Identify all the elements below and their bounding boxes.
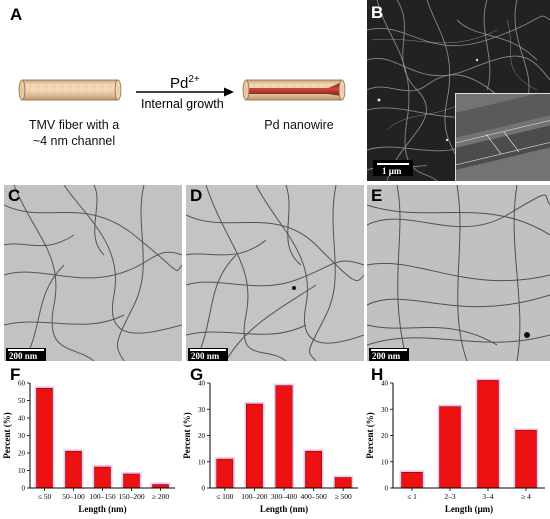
- y-tick-label: 20: [18, 450, 26, 458]
- y-tick-label: 0: [385, 485, 389, 493]
- reagent-symbol: Pd: [170, 75, 189, 92]
- panel-label-c: C: [8, 186, 21, 205]
- y-tick-label: 30: [18, 432, 26, 440]
- y-tick-label: 40: [18, 415, 26, 423]
- y-axis-title: Percent (%): [182, 412, 192, 459]
- scale-bar-d-box: [188, 348, 228, 361]
- histogram-h: 0 10 20 30 40 ≤ 1 2–3 3–4 ≥ 4 Length (μm) Percent …: [365, 378, 545, 514]
- x-tick-label: 100–150: [89, 492, 116, 501]
- y-tick-label: 0: [22, 485, 26, 493]
- histogram-f: 0 10 20 30 40 50 60 ≤ 50 50–100 100–150 150–200 ≥ 2…: [2, 380, 175, 514]
- panel-label-g: G: [190, 365, 204, 384]
- scale-bar-d: [190, 349, 226, 351]
- x-tick-label: ≥ 200: [152, 492, 169, 501]
- scale-bar-c-label: 200 nm: [9, 351, 38, 361]
- scale-bar-e-label: 200 nm: [372, 351, 401, 361]
- y-tick-label: 50: [18, 397, 26, 405]
- x-tick-label: 150–200: [118, 492, 145, 501]
- histogram-bar: [216, 458, 234, 489]
- y-tick-label: 0: [202, 485, 206, 493]
- panel-label-e: E: [371, 186, 383, 205]
- histogram-bar: [439, 406, 461, 489]
- scale-bar-b: [377, 163, 409, 165]
- histogram-bar: [305, 451, 322, 489]
- y-tick-label: 60: [18, 380, 26, 388]
- sem-inset: [450, 90, 550, 181]
- pd-nanowire-tube: [242, 79, 346, 101]
- scale-bar-c-box: [6, 348, 46, 361]
- y-tick-label: 30: [198, 406, 206, 414]
- x-tick-label: ≥ 4: [521, 492, 531, 501]
- panel-label-h: H: [371, 365, 384, 384]
- y-tick-label: 10: [198, 458, 206, 466]
- x-tick-label: 3–4: [482, 492, 494, 501]
- panel-label-b: B: [371, 3, 384, 22]
- x-tick-label: ≤ 50: [38, 492, 52, 501]
- histogram-bar: [65, 451, 82, 489]
- scale-bar-b-label: 1 μm: [382, 166, 402, 176]
- histogram-bar: [515, 430, 537, 489]
- histogram-bar: [123, 473, 140, 489]
- histogram-bar: [246, 403, 263, 489]
- histogram-bar: [275, 385, 293, 489]
- panel-label-a: A: [10, 5, 23, 24]
- scale-bar-e: [371, 349, 407, 351]
- tmv-fiber-tube: [18, 79, 122, 101]
- tem-fibers-e: [367, 185, 550, 361]
- x-tick-label: 300–400: [271, 492, 298, 501]
- panel-label-f: F: [10, 365, 21, 384]
- histogram-bar: [477, 380, 499, 489]
- panel-label-d: D: [190, 186, 203, 205]
- histogram-bar: [94, 466, 111, 489]
- x-tick-label: ≥ 500: [335, 492, 352, 501]
- tem-fibers-c: [4, 185, 182, 361]
- reaction-arrow: [136, 87, 234, 97]
- x-tick-label: ≤ 100: [216, 492, 233, 501]
- tem-fibers-d: [186, 185, 364, 361]
- histogram-bar: [36, 388, 53, 489]
- x-axis-title: Length (μm): [445, 504, 493, 514]
- y-tick-label: 40: [381, 380, 389, 388]
- reagent-charge: 2+: [188, 74, 200, 85]
- x-axis-title: Length (nm): [260, 504, 308, 514]
- y-tick-label: 10: [381, 458, 389, 466]
- tem-image-c: 200 nm: [4, 185, 182, 361]
- histogram-bar: [152, 484, 169, 489]
- sem-image-b: 1 μm: [367, 0, 550, 181]
- y-tick-label: 40: [198, 380, 206, 388]
- sem-inset-fibers: [450, 90, 550, 181]
- scheme-diagram: [18, 79, 346, 101]
- left-caption-line2: ~4 nm channel: [32, 134, 116, 148]
- histogram-bar: [401, 472, 423, 489]
- x-axis-title: Length (nm): [78, 504, 126, 514]
- x-tick-label: ≤ 1: [407, 492, 417, 501]
- scale-bar-c: [8, 349, 44, 351]
- y-axis-title: Percent (%): [2, 412, 12, 459]
- right-caption: Pd nanowire: [264, 118, 334, 132]
- histogram-bar: [334, 477, 352, 489]
- x-tick-label: 400–500: [300, 492, 327, 501]
- arrow-label: Internal growth: [141, 97, 224, 111]
- histogram-g: 0 10 20 30 40 ≤ 100 100–200 300–400 400–500 ≥ 500…: [182, 380, 358, 514]
- scale-bar-e-box: [369, 348, 409, 361]
- scale-bar-d-label: 200 nm: [191, 351, 220, 361]
- y-tick-label: 20: [198, 432, 206, 440]
- x-tick-label: 100–200: [241, 492, 268, 501]
- reagent-label: Pd2+: [170, 71, 200, 92]
- y-axis-title: Percent (%): [365, 412, 375, 459]
- tem-image-d: 200 nm: [186, 185, 364, 361]
- tem-image-e: 200 nm: [367, 185, 550, 361]
- x-tick-label: 2–3: [444, 492, 456, 501]
- y-tick-label: 30: [381, 406, 389, 414]
- y-tick-label: 10: [18, 467, 26, 475]
- left-caption-line1: TMV fiber with a: [28, 118, 120, 132]
- y-tick-label: 20: [381, 432, 389, 440]
- x-tick-label: 50–100: [62, 492, 85, 501]
